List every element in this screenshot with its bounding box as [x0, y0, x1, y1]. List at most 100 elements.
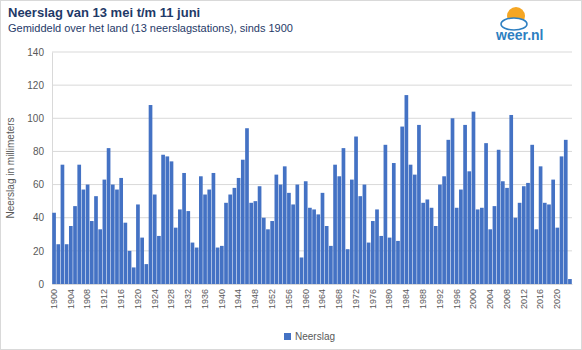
- x-tick-label: 1948: [250, 289, 260, 309]
- bar: [224, 203, 228, 284]
- bar: [216, 248, 220, 284]
- y-axis-title: Neerslag in millimeters: [5, 117, 16, 218]
- x-tick: 2000: [468, 284, 478, 309]
- bar: [77, 165, 81, 284]
- x-tick: 2016: [535, 284, 545, 309]
- bar: [124, 223, 128, 284]
- bar: [497, 150, 501, 284]
- bar: [182, 173, 186, 284]
- bar: [61, 165, 65, 284]
- bar: [304, 181, 308, 284]
- bar: [165, 156, 169, 284]
- x-tick-label: 2012: [519, 289, 529, 309]
- bar: [488, 229, 492, 284]
- y-axis: 020406080100120140: [27, 47, 52, 290]
- bar: [405, 95, 409, 284]
- bar: [467, 171, 471, 284]
- y-tick-label: 0: [38, 279, 44, 290]
- x-tick: 1916: [116, 284, 126, 309]
- y-tick: 120: [27, 80, 52, 91]
- x-tick: 2012: [519, 284, 529, 309]
- bar: [228, 195, 232, 284]
- bar: [258, 186, 262, 284]
- subtitle: Gemiddeld over het land (13 neerslagstat…: [8, 22, 293, 34]
- bar: [501, 181, 505, 284]
- x-tick-label: 2020: [552, 289, 562, 309]
- x-tick: 1932: [183, 284, 193, 309]
- x-tick: 2020: [552, 284, 562, 309]
- legend-swatch: [284, 333, 291, 340]
- bar: [459, 190, 463, 284]
- x-tick: 1996: [452, 284, 462, 309]
- bar: [69, 226, 73, 284]
- bar: [409, 165, 413, 284]
- bar: [413, 175, 417, 284]
- bar: [379, 236, 383, 284]
- bar: [191, 243, 195, 284]
- bar: [530, 145, 534, 284]
- bar: [505, 188, 509, 284]
- x-tick-label: 1936: [200, 289, 210, 309]
- x-tick-label: 1908: [82, 289, 92, 309]
- bar: [266, 229, 270, 284]
- bar: [249, 203, 253, 284]
- y-tick-label: 60: [33, 179, 45, 190]
- grid-line: [52, 52, 572, 53]
- x-tick-label: 1964: [317, 289, 327, 309]
- legend: Neerslag: [284, 331, 335, 342]
- x-tick: 1980: [384, 284, 394, 309]
- x-tick: 1952: [267, 284, 277, 309]
- x-tick: 1904: [66, 284, 76, 309]
- bar: [568, 279, 572, 284]
- x-tick: 1956: [284, 284, 294, 309]
- bar: [132, 267, 136, 284]
- x-tick: 1940: [217, 284, 227, 309]
- x-tick: 1968: [334, 284, 344, 309]
- y-tick: 80: [33, 146, 52, 157]
- bar: [186, 211, 190, 284]
- bar: [325, 226, 329, 284]
- bars: [52, 95, 572, 284]
- bar: [442, 176, 446, 284]
- x-tick: 1944: [233, 284, 243, 309]
- grid-line: [52, 85, 572, 86]
- bar: [358, 196, 362, 284]
- bar: [149, 105, 153, 284]
- x-tick-label: 1960: [301, 289, 311, 309]
- bar: [354, 137, 358, 284]
- bar: [275, 175, 279, 284]
- x-tick-label: 1956: [284, 289, 294, 309]
- bar: [388, 238, 392, 284]
- bar: [195, 248, 199, 284]
- bar: [543, 203, 547, 284]
- x-axis: 1900190419081912191619201924192819321936…: [49, 284, 573, 309]
- bar: [140, 238, 144, 284]
- x-tick: 1936: [200, 284, 210, 309]
- bar: [178, 209, 182, 284]
- x-tick: 1960: [301, 284, 311, 309]
- y-tick: 140: [27, 47, 52, 58]
- bar: [136, 204, 140, 284]
- bar: [316, 214, 320, 284]
- bar: [342, 148, 346, 284]
- bar: [446, 140, 450, 284]
- y-tick-label: 100: [27, 113, 44, 124]
- logo-text: weer.nl: [495, 27, 543, 43]
- bar: [526, 183, 530, 284]
- bar: [539, 166, 543, 284]
- bar: [417, 125, 421, 284]
- bar: [283, 166, 287, 284]
- x-tick-label: 1916: [116, 289, 126, 309]
- x-tick: 1992: [435, 284, 445, 309]
- x-tick: 1912: [99, 284, 109, 309]
- bar: [90, 221, 94, 284]
- x-tick: 1948: [250, 284, 260, 309]
- x-tick-label: 1976: [368, 289, 378, 309]
- bar: [547, 204, 551, 284]
- bar: [52, 213, 56, 284]
- bar: [237, 178, 241, 284]
- bar: [384, 145, 388, 284]
- y-tick-label: 120: [27, 80, 44, 91]
- bar: [161, 155, 165, 284]
- background: [1, 1, 582, 350]
